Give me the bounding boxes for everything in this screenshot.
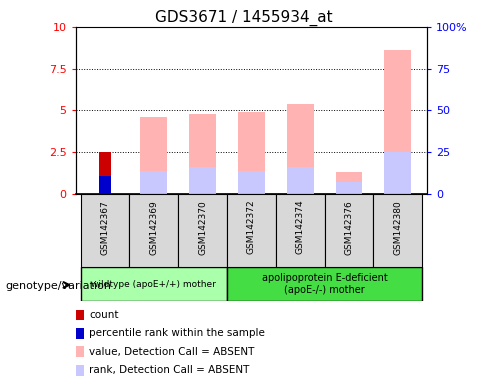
- Bar: [227, 194, 276, 267]
- Text: apolipoprotein E-deficient
(apoE-/-) mother: apolipoprotein E-deficient (apoE-/-) mot…: [262, 273, 387, 295]
- Bar: [336, 182, 362, 194]
- Bar: [141, 117, 167, 194]
- Bar: [325, 194, 373, 267]
- Bar: [141, 170, 167, 194]
- Bar: [385, 152, 411, 194]
- Bar: [373, 194, 422, 267]
- Bar: [81, 194, 129, 267]
- Bar: [336, 172, 362, 194]
- Bar: [238, 112, 265, 194]
- Bar: [81, 267, 227, 301]
- Bar: [189, 114, 216, 194]
- Text: GSM142370: GSM142370: [198, 200, 207, 255]
- Bar: [129, 194, 178, 267]
- Text: GSM142367: GSM142367: [101, 200, 109, 255]
- Text: rank, Detection Call = ABSENT: rank, Detection Call = ABSENT: [89, 365, 250, 375]
- Text: GSM142369: GSM142369: [149, 200, 158, 255]
- Text: GSM142374: GSM142374: [296, 200, 305, 254]
- Text: count: count: [89, 310, 119, 320]
- Bar: [189, 167, 216, 194]
- Bar: [238, 170, 265, 194]
- Bar: [227, 267, 422, 301]
- Bar: [99, 152, 111, 194]
- Text: GSM142380: GSM142380: [393, 200, 402, 255]
- Text: GSM142376: GSM142376: [345, 200, 353, 255]
- Bar: [287, 167, 314, 194]
- Text: GDS3671 / 1455934_at: GDS3671 / 1455934_at: [155, 10, 333, 26]
- Bar: [385, 50, 411, 194]
- Bar: [276, 194, 325, 267]
- Text: percentile rank within the sample: percentile rank within the sample: [89, 328, 265, 338]
- Bar: [99, 175, 111, 194]
- Text: wildtype (apoE+/+) mother: wildtype (apoE+/+) mother: [91, 280, 216, 289]
- Text: GSM142372: GSM142372: [247, 200, 256, 254]
- Text: value, Detection Call = ABSENT: value, Detection Call = ABSENT: [89, 347, 255, 357]
- Text: genotype/variation: genotype/variation: [5, 281, 111, 291]
- Bar: [178, 194, 227, 267]
- Bar: [287, 104, 314, 194]
